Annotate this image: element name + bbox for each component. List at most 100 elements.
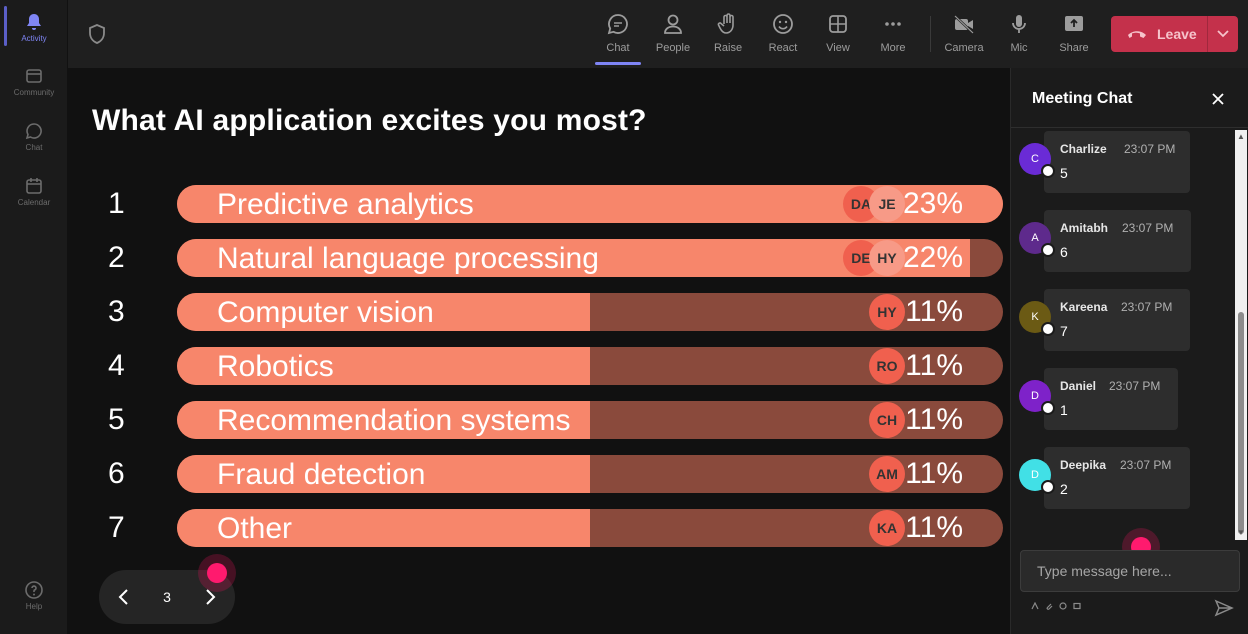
chevron-right-icon[interactable] [203,588,217,606]
poll-option-percent: 23% [902,187,963,220]
poll-result-bar-fill [177,509,590,547]
chevron-down-icon [1217,30,1229,38]
emoji-icon[interactable] [1059,602,1067,610]
chat-message: Amitabh 23:07 PM 6 [1044,210,1191,272]
rail-item-chat[interactable]: Chat [0,121,68,152]
chat-message-text: 7 [1060,323,1068,339]
rail-item-community[interactable]: Community [0,66,68,97]
chat-message-input[interactable] [1020,550,1240,592]
chat-icon [607,14,628,35]
toolbar-react-button[interactable]: React [756,8,810,54]
chat-sender-name: Daniel [1060,379,1097,393]
rail-item-label: Chat [25,143,43,152]
attach-icon[interactable] [1045,602,1053,610]
poll-result-bar: Robotics RO 11% [177,347,1003,385]
toolbar-mic-button[interactable]: Mic [992,8,1046,54]
rail-item-help[interactable]: Help [0,580,68,611]
mic-icon [1012,15,1026,33]
gif-icon[interactable] [1073,602,1081,610]
toolbar-button-label: People [655,42,691,54]
chat-timestamp: 23:07 PM [1120,458,1172,472]
scroll-down-icon[interactable]: ▼ [1237,528,1245,537]
poll-option: 2 Natural language processing DE HY 22% [68,239,1010,277]
poll-option-percent: 11% [905,295,963,328]
chat-sender-name: Amitabh [1060,221,1108,235]
poll-result-bar: Computer vision HY 11% [177,293,1003,331]
chat-timestamp: 23:07 PM [1122,221,1174,235]
toolbar-button-label: Raise [713,42,743,54]
chat-avatar[interactable]: K [1019,301,1055,336]
voter-avatar: AM [869,456,905,492]
chat-sender-name: Kareena [1060,300,1108,314]
leave-label: Leave [1157,26,1197,42]
poll-result-bar-fill [177,455,590,493]
toolbar-button-label: More [880,42,906,54]
send-icon[interactable] [1214,599,1234,617]
camera-off-icon [954,15,974,34]
community-icon [26,69,42,83]
poll-option-number: 3 [108,295,125,328]
poll-option: 5 Recommendation systems CH 11% [68,401,1010,439]
page-number: 3 [163,589,171,605]
toolbar-view-button[interactable]: View [811,8,865,54]
poll-option: 6 Fraud detection AM 11% [68,455,1010,493]
shield-icon[interactable] [88,24,106,44]
chat-timestamp: 23:07 PM [1109,379,1161,393]
chat-message-text: 5 [1060,165,1068,181]
more-icon [885,22,901,26]
toolbar-camera-button[interactable]: Camera [937,8,991,54]
toolbar-raise-button[interactable]: Raise [701,8,755,54]
leave-main[interactable]: Leave [1111,26,1207,42]
toolbar-more-button[interactable]: More [866,8,920,54]
chat-message: Deepika 23:07 PM 2 [1044,447,1190,509]
rail-item-calendar[interactable]: Calendar [0,176,68,207]
people-icon [664,14,682,34]
toolbar-button-label: Mic [1010,42,1028,54]
chat-timestamp: 23:07 PM [1121,300,1173,314]
rail-item-activity[interactable]: Activity [0,12,68,43]
chat-title: Meeting Chat [1032,90,1133,107]
toolbar-share-button[interactable]: Share [1047,8,1101,54]
chat-header: Meeting Chat [1011,68,1248,128]
rail-item-label: Community [13,88,55,97]
poll-option-percent: 11% [905,403,963,436]
poll-option-label: Predictive analytics [217,188,474,221]
voter-avatar: CH [869,402,905,438]
chat-avatar[interactable]: D [1019,459,1055,494]
poll-option-number: 6 [108,457,125,490]
toolbar-chat-button[interactable]: Chat [591,8,645,65]
bell-icon [27,14,41,30]
chat-message: Charlize 23:07 PM 5 [1044,131,1190,193]
leave-options-button[interactable] [1208,30,1238,38]
toolbar-button-label: Camera [944,42,984,54]
chat-avatar[interactable]: C [1019,143,1055,178]
help-icon [25,581,43,599]
toolbar-people-button[interactable]: People [646,8,700,54]
scroll-thumb[interactable] [1238,312,1244,534]
calendar-icon [26,178,42,194]
poll-result-bar: Natural language processing DE HY 22% [177,239,1003,277]
voter-avatar: KA [869,510,905,546]
grid-icon [829,15,847,33]
chat-avatar[interactable]: D [1019,380,1055,415]
poll-option: 3 Computer vision HY 11% [68,293,1010,331]
toolbar-button-label: React [768,42,798,54]
poll-result-bar-fill [177,347,590,385]
poll-option-number: 4 [108,349,125,382]
chevron-left-icon[interactable] [117,588,131,606]
format-icon[interactable] [1031,602,1039,610]
toolbar-button-label: View [826,42,850,54]
poll-option-label: Recommendation systems [217,404,571,437]
rail-item-label: Calendar [17,198,51,207]
close-icon[interactable] [1211,92,1225,106]
scroll-up-icon[interactable]: ▲ [1237,132,1245,141]
chat-scrollbar[interactable]: ▲ ▼ [1235,130,1247,540]
poll-result-bar-fill [177,401,590,439]
leave-button[interactable]: Leave [1111,16,1238,52]
chat-avatar[interactable]: A [1019,222,1055,257]
poll-result-bar-fill [177,293,590,331]
share-icon [1065,16,1083,31]
chat-message-text: 6 [1060,244,1068,260]
poll-option-label: Other [217,512,293,545]
poll-result-bar: Recommendation systems CH 11% [177,401,1003,439]
